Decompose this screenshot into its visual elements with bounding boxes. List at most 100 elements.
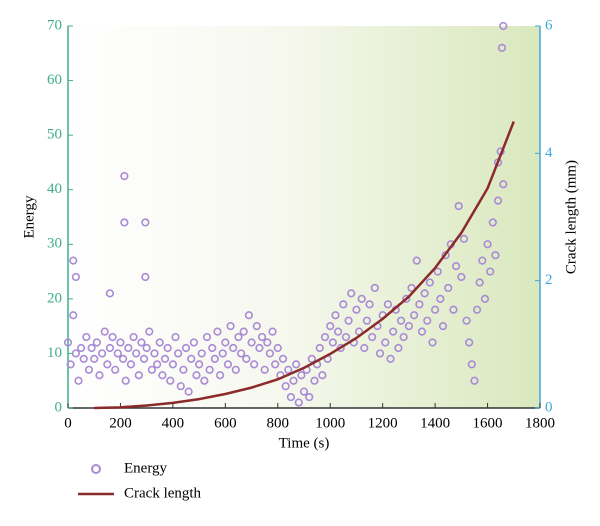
energy-point [247,338,256,347]
energy-point [132,349,141,358]
energy-point [252,322,261,331]
energy-point [63,338,73,347]
energy-point [289,376,298,385]
energy-point [202,332,212,342]
x-tick-label: 1200 [368,415,398,431]
energy-point [242,354,251,363]
energy-point [375,349,385,358]
energy-point [281,382,290,391]
x-tick-label: 800 [267,415,290,431]
y2-axis-label: Crack length (mm) [563,160,579,274]
energy-point [234,332,243,342]
energy-point [273,343,282,353]
energy-point [160,354,170,363]
energy-point [412,256,421,265]
energy-point [499,21,508,31]
energy-point [226,322,235,331]
energy-point [451,262,461,271]
energy-point [271,360,280,369]
legend-marker [91,464,101,474]
energy-point [368,332,377,342]
energy-point [297,371,306,380]
x-tick-label: 400 [162,415,185,431]
energy-point [341,332,351,342]
energy-point [229,343,238,353]
energy-point [389,327,398,336]
energy-point [462,316,471,325]
energy-point [95,371,104,380]
energy-point [344,316,353,325]
energy-point [493,196,503,205]
energy-point [213,327,222,336]
energy-point [137,338,146,347]
x-tick-label: 200 [109,415,132,431]
energy-point [223,360,233,369]
energy-point [108,332,117,342]
y-tick-label: 40 [47,181,62,197]
y-tick-label: 20 [47,290,62,306]
energy-point [74,376,83,385]
energy-point [257,332,267,342]
energy-point [71,272,80,282]
y-tick-label: 30 [47,236,62,252]
energy-point [386,354,395,363]
energy-point [77,343,86,353]
x-tick-label: 0 [64,415,72,431]
energy-point [120,218,129,227]
energy-point [284,365,293,374]
legend-label: Energy [124,460,168,476]
energy-point [491,251,500,260]
energy-point [205,365,214,374]
energy-point [221,338,230,347]
energy-point [250,360,259,369]
energy-point [362,316,372,325]
energy-point [116,338,125,347]
energy-point [480,294,490,303]
energy-point [333,327,343,336]
energy-point [210,354,219,363]
energy-point [347,289,356,298]
energy-point [399,332,408,342]
energy-point [268,327,277,336]
energy-point [328,338,337,347]
energy-point [423,316,432,325]
energy-point [142,343,151,353]
energy-point [339,300,348,309]
energy-point [105,343,115,353]
energy-point [410,311,419,320]
energy-point [425,278,434,287]
energy-point [499,180,508,189]
energy-point [467,360,476,369]
energy-point [129,332,138,342]
energy-point [192,371,201,380]
energy-point [189,338,198,347]
y-tick-label: 10 [47,345,62,361]
legend: Energy Crack length [78,460,202,501]
energy-point [236,349,246,358]
energy-point [255,343,264,353]
energy-point [87,343,96,353]
x-tick-label: 1800 [525,415,555,431]
x-tick-label: 1400 [420,415,450,431]
energy-point [402,294,411,303]
energy-point [66,360,75,369]
energy-point [381,338,390,347]
energy-point [181,343,191,353]
energy-point [163,343,172,353]
y2-tick-label: 6 [545,17,553,33]
energy-point [457,272,466,282]
energy-point [244,311,254,320]
energy-point [147,365,157,374]
energy-point [174,349,183,358]
energy-point [141,272,150,282]
energy-point [124,343,133,353]
energy-point [187,354,196,363]
energy-point [286,392,295,402]
energy-point [90,354,99,363]
energy-point [431,305,440,314]
x-tick-label: 600 [214,415,237,431]
energy-point [318,371,327,380]
energy-point [370,283,379,293]
y-tick-label: 70 [47,17,62,33]
